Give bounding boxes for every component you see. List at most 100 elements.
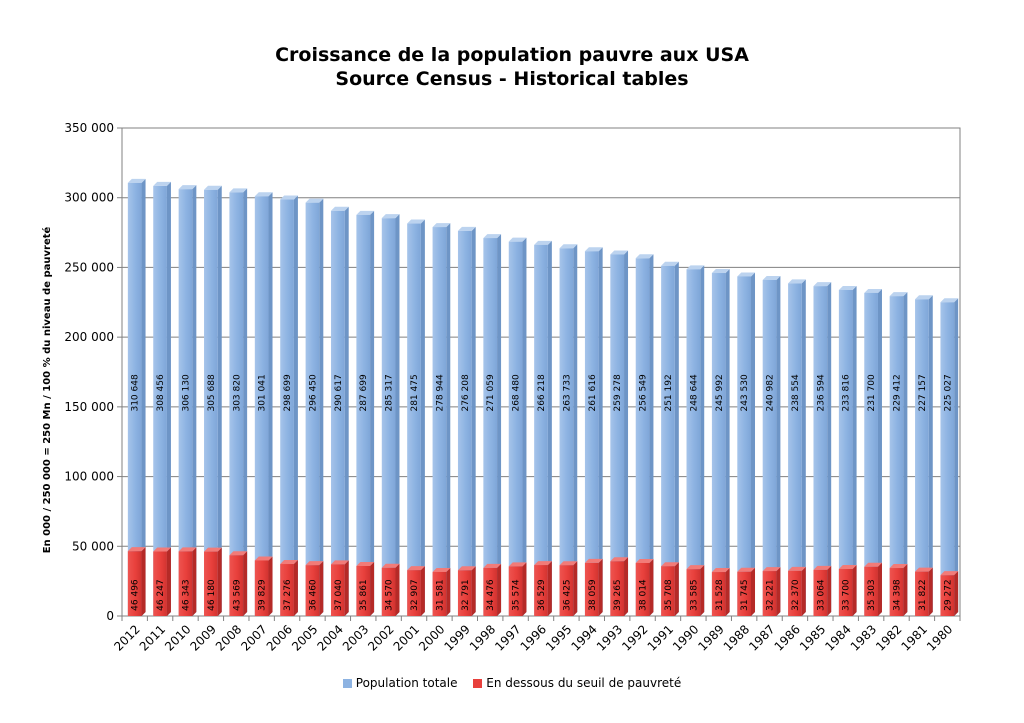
y-tick-label: 200 000	[64, 330, 114, 344]
bar-population	[229, 192, 244, 616]
data-label-population: 248 644	[689, 374, 699, 411]
bar-side-population	[573, 244, 578, 616]
bar-side-population	[522, 237, 527, 616]
bar-poverty	[127, 551, 142, 616]
x-tick-label: 1998	[467, 622, 498, 653]
data-label-poverty: 35 708	[664, 579, 674, 611]
bar-side-poverty	[649, 558, 654, 616]
data-label-population: 281 475	[410, 374, 420, 411]
data-label-population: 306 130	[181, 374, 191, 411]
bar-top-population	[686, 265, 705, 270]
bar-side-poverty	[903, 564, 908, 616]
bar-side-poverty	[395, 563, 400, 616]
data-label-population: 227 157	[918, 374, 928, 411]
bar-top-poverty	[356, 561, 375, 566]
bar-top-population	[457, 226, 476, 231]
bar-poverty	[915, 571, 929, 616]
x-tick-label: 2010	[162, 622, 193, 653]
y-tick-label: 50 000	[72, 539, 114, 553]
data-label-poverty: 35 861	[359, 579, 369, 611]
bar-top-population	[584, 247, 603, 252]
bar-top-population	[711, 269, 730, 274]
data-label-population: 276 208	[461, 374, 471, 411]
bar-side-poverty	[370, 561, 375, 616]
data-label-population: 296 450	[308, 374, 318, 411]
bar-poverty	[254, 560, 269, 616]
data-label-poverty: 31 581	[435, 579, 445, 611]
x-tick-label: 1986	[772, 622, 803, 653]
bar-poverty	[559, 565, 574, 616]
bar-top-poverty	[305, 561, 324, 566]
data-label-poverty: 46 496	[131, 579, 141, 611]
bar-top-population	[661, 261, 679, 266]
chart-subtitle: Source Census - Historical tables	[335, 68, 689, 90]
bar-side-population	[547, 240, 552, 616]
bar-side-poverty	[293, 560, 298, 616]
bar-top-poverty	[432, 567, 451, 572]
bar-top-population	[889, 292, 908, 297]
bar-side-poverty	[547, 561, 552, 616]
data-label-population: 229 412	[893, 374, 903, 411]
data-label-poverty: 31 528	[715, 579, 725, 611]
bar-population	[813, 286, 828, 616]
bar-side-population	[776, 276, 781, 616]
bar-side-poverty	[217, 547, 222, 616]
bar-poverty	[305, 565, 320, 616]
data-label-population: 236 594	[816, 374, 826, 411]
data-label-population: 308 456	[156, 374, 166, 411]
x-tick-label: 1991	[645, 622, 676, 653]
bar-top-poverty	[407, 566, 425, 571]
x-tick-label: 1993	[594, 622, 625, 653]
bar-top-poverty	[229, 551, 248, 556]
bar-side-population	[649, 254, 654, 616]
bar-poverty	[508, 566, 523, 616]
bar-poverty	[864, 566, 878, 616]
bar-side-poverty	[700, 565, 705, 616]
y-tick-label: 0	[106, 609, 114, 623]
bar-side-poverty	[624, 557, 629, 616]
bar-population	[254, 196, 269, 617]
bar-population	[305, 202, 320, 616]
data-label-population: 240 982	[766, 374, 776, 411]
data-label-poverty: 33 064	[816, 579, 826, 611]
data-label-population: 271 059	[486, 374, 496, 411]
bar-top-poverty	[838, 565, 857, 570]
bar-poverty	[737, 571, 752, 616]
bar-poverty	[178, 551, 193, 616]
bar-poverty	[610, 561, 625, 616]
data-label-population: 233 816	[842, 374, 852, 411]
data-label-population: 287 699	[359, 374, 369, 411]
bar-top-population	[178, 185, 197, 190]
bar-top-poverty	[330, 560, 349, 565]
chart-title: Croissance de la population pauvre aux U…	[275, 44, 749, 66]
data-label-poverty: 33 700	[842, 579, 852, 611]
bar-top-population	[305, 198, 324, 203]
bar-population	[686, 269, 701, 616]
y-tick-label: 300 000	[64, 191, 114, 205]
data-label-poverty: 39 265	[613, 579, 623, 611]
data-label-population: 285 317	[385, 374, 395, 411]
x-tick-label: 1996	[518, 622, 549, 653]
bar-top-population	[483, 234, 502, 239]
bar-top-poverty	[457, 566, 476, 571]
legend-item-population: Population totale	[342, 676, 457, 690]
bar-population	[280, 199, 294, 616]
bar-poverty	[534, 565, 548, 616]
data-label-population: 305 688	[207, 374, 217, 411]
bar-poverty	[330, 564, 345, 616]
bar-side-poverty	[827, 565, 832, 616]
bar-poverty	[838, 569, 853, 616]
x-tick-label: 1992	[619, 622, 650, 653]
bar-top-poverty	[127, 547, 146, 552]
data-label-poverty: 36 529	[537, 579, 547, 611]
bar-population	[661, 265, 675, 616]
bar-top-poverty	[254, 556, 273, 561]
data-label-population: 268 480	[512, 374, 522, 411]
bar-poverty	[407, 570, 421, 616]
bar-top-poverty	[508, 562, 527, 567]
bar-top-poverty	[381, 563, 400, 568]
bar-top-population	[559, 244, 578, 249]
x-tick-label: 2004	[314, 622, 345, 653]
bar-top-poverty	[737, 567, 756, 572]
